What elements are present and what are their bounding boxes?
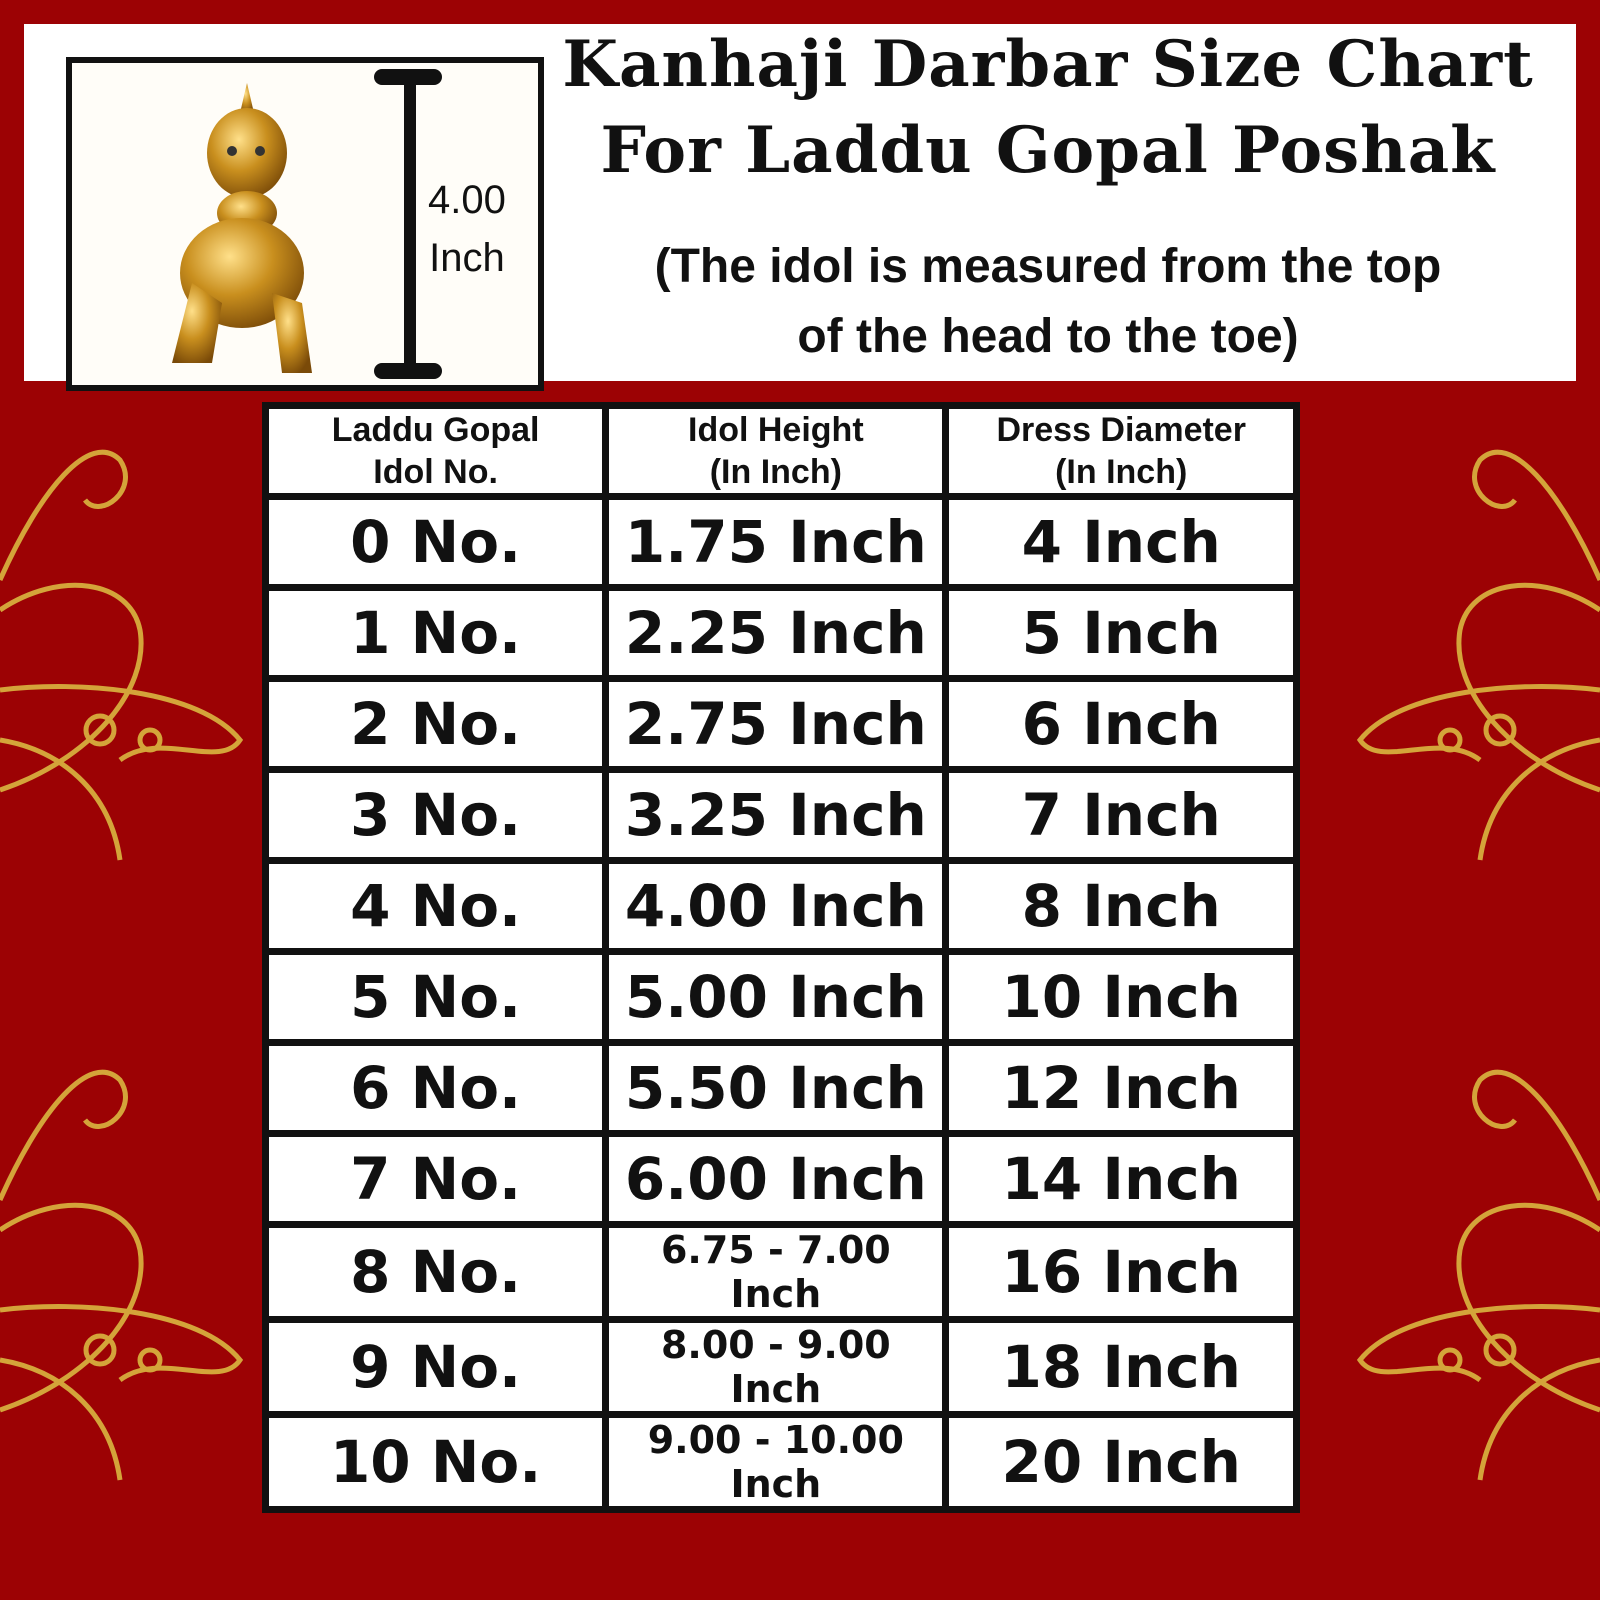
table-row: 4 No. 4.00 Inch 8 Inch (261, 857, 1300, 955)
idol-no-cell: 2 No. (261, 675, 610, 773)
idol-height-cell: 6.00 Inch (602, 1130, 950, 1228)
gold-ornament-right (1356, 449, 1600, 1481)
idol-photo: 4.00 Inch (66, 57, 544, 391)
idol-height-cell: 8.00 - 9.00 Inch (602, 1316, 950, 1418)
idol-height-cell: 1.75 Inch (602, 493, 950, 591)
dress-diameter-cell: 5 Inch (942, 584, 1300, 682)
subtitle-line-1: (The idol is measured from the top (654, 240, 1442, 293)
idol-height-cell: 5.50 Inch (602, 1039, 950, 1137)
idol-height-cell: 6.75 - 7.00 Inch (602, 1221, 950, 1323)
idol-no-cell: 5 No. (261, 948, 610, 1046)
idol-height-cell: 3.25 Inch (602, 766, 950, 864)
title-line-1: Kanhaji Darbar Size Chart (562, 27, 1534, 102)
column-header-dress-diameter: Dress Diameter (In Inch) (942, 402, 1300, 500)
header-line: Idol Height (688, 411, 864, 449)
dress-diameter-cell: 4 Inch (942, 493, 1300, 591)
dress-diameter-cell: 20 Inch (942, 1411, 1300, 1513)
page-title: Kanhaji Darbar Size Chart For Laddu Gopa… (520, 22, 1576, 194)
idol-height-cell: 2.75 Inch (602, 675, 950, 773)
idol-height-cell: 5.00 Inch (602, 948, 950, 1046)
dress-diameter-cell: 8 Inch (942, 857, 1300, 955)
column-header-idol-no: Laddu Gopal Idol No. (261, 402, 610, 500)
title-line-2: For Laddu Gopal Poshak (600, 113, 1496, 188)
dress-diameter-cell: 14 Inch (942, 1130, 1300, 1228)
measure-value: 4.00 (428, 178, 506, 222)
size-chart-table: Laddu Gopal Idol No. Idol Height (In Inch)… (261, 402, 1300, 1513)
idol-no-cell: 6 No. (261, 1039, 610, 1137)
dress-diameter-cell: 6 Inch (942, 675, 1300, 773)
table-row: 5 No. 5.00 Inch 10 Inch (261, 948, 1300, 1046)
height-measurement: 4.00 Inch (428, 171, 506, 287)
table-header-row: Laddu Gopal Idol No. Idol Height (In Inch)… (261, 402, 1300, 500)
header-line: (In Inch) (1055, 453, 1188, 491)
idol-height-cell: 4.00 Inch (602, 857, 950, 955)
table-row: 7 No. 6.00 Inch 14 Inch (261, 1130, 1300, 1228)
idol-no-cell: 9 No. (261, 1316, 610, 1418)
dress-diameter-cell: 10 Inch (942, 948, 1300, 1046)
header-line: Dress Diameter (996, 411, 1246, 449)
ruler-bottom-cap (374, 363, 442, 379)
header-line: Laddu Gopal (331, 411, 540, 449)
idol-no-cell: 10 No. (261, 1411, 610, 1513)
height-ruler (404, 73, 416, 373)
table-row: 0 No. 1.75 Inch 4 Inch (261, 493, 1300, 591)
laddu-gopal-idol-image (172, 83, 312, 373)
idol-no-cell: 3 No. (261, 766, 610, 864)
idol-no-cell: 0 No. (261, 493, 610, 591)
measure-unit: Inch (429, 236, 505, 280)
dress-diameter-cell: 18 Inch (942, 1316, 1300, 1418)
table-row: 2 No. 2.75 Inch 6 Inch (261, 675, 1300, 773)
header-banner: 4.00 Inch (24, 24, 1576, 391)
subtitle-line-2: of the head to the toe) (797, 310, 1299, 363)
idol-height-cell: 9.00 - 10.00 Inch (602, 1411, 950, 1513)
page-subtitle: (The idol is measured from the top of th… (520, 232, 1576, 372)
idol-no-cell: 7 No. (261, 1130, 610, 1228)
table-row: 10 No. 9.00 - 10.00 Inch 20 Inch (261, 1411, 1300, 1513)
header-line: Idol No. (373, 453, 498, 491)
table-row: 8 No. 6.75 - 7.00 Inch 16 Inch (261, 1221, 1300, 1323)
column-header-idol-height: Idol Height (In Inch) (602, 402, 950, 500)
idol-no-cell: 4 No. (261, 857, 610, 955)
table-row: 9 No. 8.00 - 9.00 Inch 18 Inch (261, 1316, 1300, 1418)
idol-height-cell: 2.25 Inch (602, 584, 950, 682)
table-row: 1 No. 2.25 Inch 5 Inch (261, 584, 1300, 682)
dress-diameter-cell: 7 Inch (942, 766, 1300, 864)
table-row: 3 No. 3.25 Inch 7 Inch (261, 766, 1300, 864)
idol-no-cell: 8 No. (261, 1221, 610, 1323)
idol-no-cell: 1 No. (261, 584, 610, 682)
table-row: 6 No. 5.50 Inch 12 Inch (261, 1039, 1300, 1137)
dress-diameter-cell: 12 Inch (942, 1039, 1300, 1137)
dress-diameter-cell: 16 Inch (942, 1221, 1300, 1323)
header-line: (In Inch) (709, 453, 842, 491)
gold-ornament-left (0, 449, 244, 1481)
